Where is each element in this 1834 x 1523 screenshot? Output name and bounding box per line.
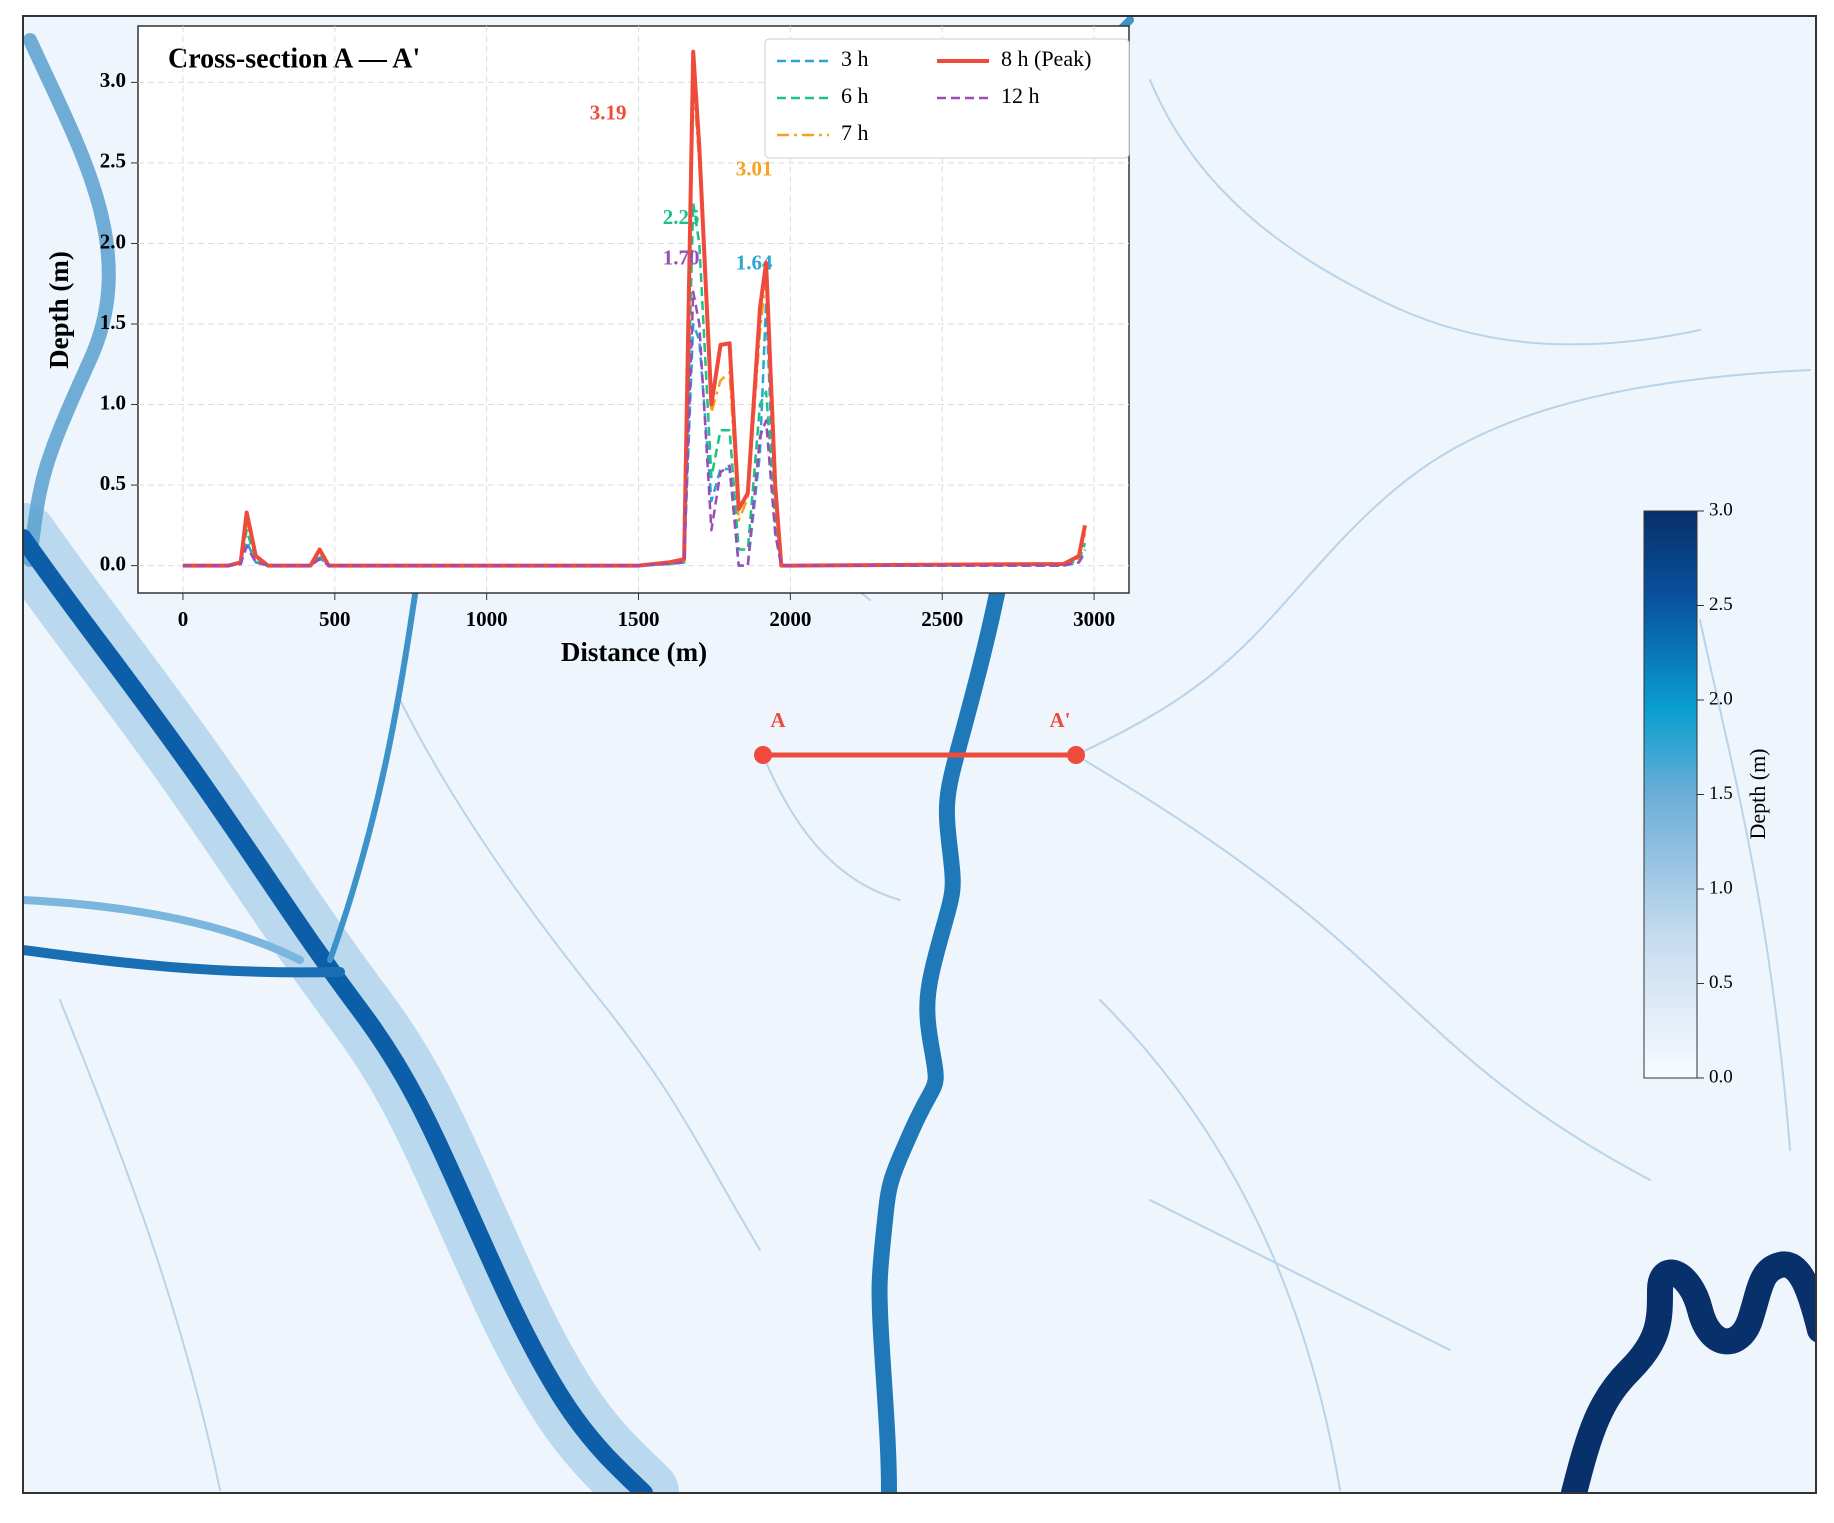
x-tick-label: 1500 bbox=[618, 607, 660, 631]
x-tick-label: 500 bbox=[319, 607, 351, 631]
series-line bbox=[182, 49, 1087, 568]
series-line bbox=[182, 290, 1087, 567]
tributaries bbox=[59, 79, 1811, 1491]
legend-label: 12 h bbox=[1001, 83, 1040, 108]
meander-river bbox=[1561, 1251, 1816, 1493]
map-frame bbox=[22, 15, 1817, 1494]
value-label: 3.01 bbox=[736, 157, 773, 181]
value-label: 3.19 bbox=[590, 101, 627, 125]
y-tick-label: 1.5 bbox=[100, 310, 126, 334]
colorbar-tick-label: 2.0 bbox=[1709, 688, 1733, 709]
legend-label: 7 h bbox=[841, 120, 869, 145]
value-label: 1.70 bbox=[663, 246, 700, 270]
x-tick-label: 0 bbox=[178, 607, 189, 631]
x-tick-label: 3000 bbox=[1073, 607, 1115, 631]
colorbar-tick-label: 1.0 bbox=[1709, 877, 1733, 898]
y-tick-label: 3.0 bbox=[100, 68, 126, 92]
legend-label: 8 h (Peak) bbox=[1001, 46, 1091, 71]
legend-frame bbox=[764, 38, 1130, 159]
section-start-point bbox=[754, 746, 772, 764]
value-label: 2.25 bbox=[663, 205, 700, 229]
braided-river bbox=[23, 33, 679, 1493]
colorbar-scale bbox=[1643, 510, 1698, 1079]
y-tick-label: 2.5 bbox=[100, 149, 126, 173]
y-tick-label: 0.0 bbox=[100, 551, 126, 575]
y-axis-label: Depth (m) bbox=[44, 251, 74, 369]
x-tick-label: 2000 bbox=[769, 607, 811, 631]
colorbar-tick-label: 0.5 bbox=[1709, 972, 1733, 993]
legend: 3 h 6 h 7 h 8 h (Peak) 12 h bbox=[764, 38, 1130, 159]
legend-label: 6 h bbox=[841, 83, 869, 108]
colorbar-tick-label: 3.0 bbox=[1709, 499, 1733, 520]
section-start-label: A bbox=[770, 708, 786, 732]
y-tick-label: 1.0 bbox=[100, 390, 126, 414]
section-end-label: A' bbox=[1050, 708, 1071, 732]
y-tick-label: 2.0 bbox=[100, 229, 126, 253]
x-tick-label: 1000 bbox=[466, 607, 508, 631]
colorbar: Depth (m) 0.0 0.5 1.0 1.5 2.0 2.5 3.0 bbox=[1643, 499, 1770, 1087]
x-tick-label: 2500 bbox=[921, 607, 963, 631]
colorbar-label: Depth (m) bbox=[1745, 748, 1770, 839]
colorbar-tick-label: 2.5 bbox=[1709, 594, 1733, 615]
colorbar-tick-label: 1.5 bbox=[1709, 783, 1733, 804]
x-axis-label: Distance (m) bbox=[561, 637, 707, 667]
legend-label: 3 h bbox=[841, 46, 869, 71]
section-end-point bbox=[1067, 746, 1085, 764]
inset-chart: Cross-section A — A' Distance (m) Depth … bbox=[44, 25, 1130, 667]
chart-title: Cross-section A — A' bbox=[168, 43, 420, 74]
y-tick-label: 0.5 bbox=[100, 471, 126, 495]
section-line: A A' bbox=[754, 708, 1085, 764]
colorbar-tick-label: 0.0 bbox=[1709, 1066, 1733, 1087]
